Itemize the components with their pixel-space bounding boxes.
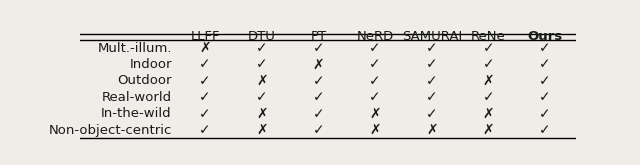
Text: Ours: Ours	[527, 30, 563, 43]
Text: ✓: ✓	[199, 90, 211, 104]
Text: ✓: ✓	[312, 123, 324, 137]
Text: In-the-wild: In-the-wild	[101, 107, 172, 120]
Text: DTU: DTU	[248, 30, 276, 43]
Text: ReNe: ReNe	[471, 30, 506, 43]
Text: ✗: ✗	[256, 123, 268, 137]
Text: ✓: ✓	[312, 107, 324, 121]
Text: ✗: ✗	[256, 107, 268, 121]
Text: ✓: ✓	[540, 58, 551, 72]
Text: ✓: ✓	[369, 41, 381, 55]
Text: ✗: ✗	[312, 58, 324, 72]
Text: ✓: ✓	[369, 90, 381, 104]
Text: ✓: ✓	[312, 90, 324, 104]
Text: ✓: ✓	[199, 74, 211, 88]
Text: ✓: ✓	[199, 107, 211, 121]
Text: ✗: ✗	[426, 123, 438, 137]
Text: ✓: ✓	[540, 123, 551, 137]
Text: ✓: ✓	[426, 58, 438, 72]
Text: ✓: ✓	[483, 90, 494, 104]
Text: NeRD: NeRD	[356, 30, 394, 43]
Text: ✗: ✗	[369, 123, 381, 137]
Text: ✓: ✓	[540, 107, 551, 121]
Text: ✓: ✓	[540, 74, 551, 88]
Text: SAMURAI: SAMURAI	[402, 30, 462, 43]
Text: ✓: ✓	[540, 90, 551, 104]
Text: Mult.-illum.: Mult.-illum.	[97, 42, 172, 55]
Text: PT: PT	[310, 30, 326, 43]
Text: ✓: ✓	[540, 41, 551, 55]
Text: ✓: ✓	[426, 90, 438, 104]
Text: ✓: ✓	[426, 107, 438, 121]
Text: ✓: ✓	[312, 74, 324, 88]
Text: ✓: ✓	[426, 41, 438, 55]
Text: Non-object-centric: Non-object-centric	[49, 124, 172, 137]
Text: ✓: ✓	[256, 58, 268, 72]
Text: ✓: ✓	[369, 74, 381, 88]
Text: ✓: ✓	[312, 41, 324, 55]
Text: ✓: ✓	[256, 90, 268, 104]
Text: Indoor: Indoor	[129, 58, 172, 71]
Text: ✓: ✓	[483, 41, 494, 55]
Text: ✗: ✗	[199, 41, 211, 55]
Text: ✗: ✗	[256, 74, 268, 88]
Text: LLFF: LLFF	[190, 30, 220, 43]
Text: ✓: ✓	[199, 123, 211, 137]
Text: ✓: ✓	[426, 74, 438, 88]
Text: ✗: ✗	[369, 107, 381, 121]
Text: ✓: ✓	[483, 58, 494, 72]
Text: ✗: ✗	[483, 123, 494, 137]
Text: Real-world: Real-world	[102, 91, 172, 104]
Text: ✓: ✓	[199, 58, 211, 72]
Text: Outdoor: Outdoor	[117, 74, 172, 87]
Text: ✗: ✗	[483, 74, 494, 88]
Text: ✓: ✓	[256, 41, 268, 55]
Text: ✓: ✓	[369, 58, 381, 72]
Text: ✗: ✗	[483, 107, 494, 121]
